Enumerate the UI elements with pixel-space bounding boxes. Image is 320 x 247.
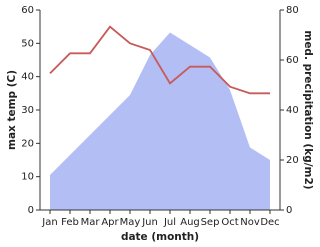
y2-tick-label: 20 <box>286 155 299 166</box>
y-tick-label: 40 <box>21 72 34 83</box>
x-tick-label: Jul <box>163 217 176 228</box>
x-tick-label: Aug <box>180 217 200 228</box>
y-tick-label: 50 <box>21 38 34 49</box>
x-tick-label: Sep <box>201 217 220 228</box>
y-tick-label: 10 <box>21 172 34 183</box>
x-tick-label: Nov <box>240 217 260 228</box>
y2-tick-label: 0 <box>286 205 292 216</box>
x-tick-label: Mar <box>81 217 101 228</box>
x-axis-label: date (month) <box>121 231 199 243</box>
x-tick-label: May <box>120 217 141 228</box>
x-tick-label: Jan <box>41 217 57 228</box>
y-tick-label: 0 <box>28 205 34 216</box>
y2-tick-label: 60 <box>286 55 299 66</box>
y2-tick-label: 80 <box>286 5 299 16</box>
area <box>50 32 270 210</box>
y-tick-label: 30 <box>21 105 34 116</box>
y-tick-label: 20 <box>21 138 34 149</box>
y2-tick-label: 40 <box>286 105 299 116</box>
y-tick-label: 60 <box>21 5 34 16</box>
x-tick-label: Feb <box>61 217 79 228</box>
x-tick-label: Apr <box>101 217 119 228</box>
y-axis-label: max temp (C) <box>6 70 18 150</box>
x-tick-label: Oct <box>221 217 238 228</box>
x-tick-label: Dec <box>260 217 279 228</box>
x-tick-label: Jun <box>141 217 158 228</box>
y2-axis-label: med. precipitation (kg/m2) <box>302 30 314 189</box>
line <box>49 25 270 95</box>
